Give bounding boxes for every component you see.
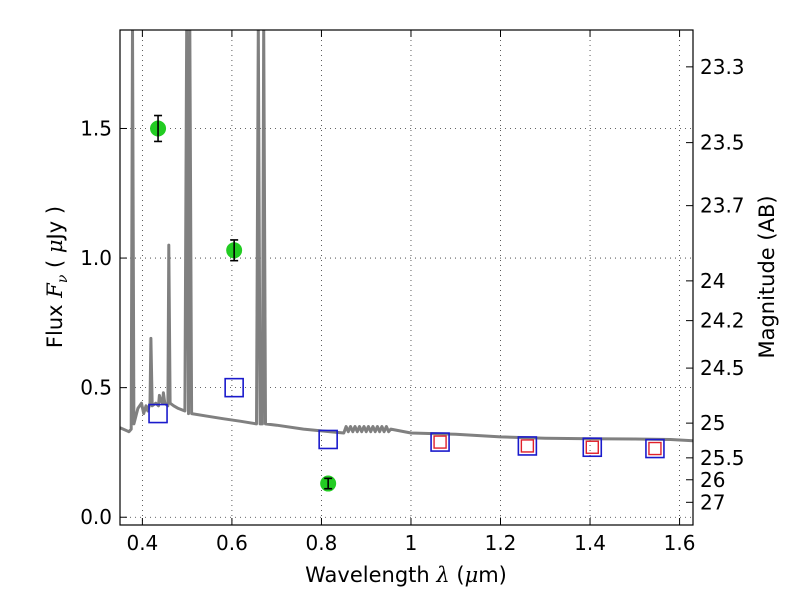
mag-tick-label: 27 [700, 490, 725, 514]
x-tick-label: 0.4 [126, 531, 158, 555]
model-flux-square [430, 432, 450, 452]
x-axis-label: Wavelength λ (μm) [305, 563, 507, 587]
mag-tick-label: 24 [700, 269, 725, 293]
x-tick-label: 0.6 [216, 531, 248, 555]
model-flux-square [645, 438, 665, 459]
observed-flux-square [648, 441, 662, 456]
mag-tick-label: 25 [700, 411, 725, 435]
observed-flux-square [520, 439, 535, 453]
mag-tick-label: 26 [700, 468, 725, 492]
x-tick-label: 1.4 [574, 531, 606, 555]
mag-tick-label: 23.3 [700, 55, 745, 79]
grid-lines [120, 30, 693, 525]
y-tick-label: 1.0 [80, 246, 112, 270]
observed-flux-square [433, 435, 447, 449]
mag-tick-label: 23.7 [700, 194, 745, 218]
x-tick-label: 1.2 [485, 531, 517, 555]
x-tick-label: 0.8 [306, 531, 338, 555]
mag-tick-label: 24.2 [700, 309, 745, 333]
x-tick-label: 1.6 [664, 531, 696, 555]
model-flux-square [148, 403, 168, 424]
model-spectrum-line [120, 30, 693, 443]
plot-background [120, 30, 693, 525]
model-flux-square [517, 436, 538, 456]
mag-tick-label: 25.5 [700, 446, 745, 470]
model-flux-square [224, 377, 244, 398]
plot-frame [119, 29, 694, 526]
model-flux-square [582, 437, 603, 458]
model-flux-square [318, 429, 338, 450]
y-tick-label: 1.5 [80, 116, 112, 140]
y-tick-label: 0.0 [80, 505, 112, 529]
observed-flux-square [585, 440, 599, 454]
y-axis-label: Flux Fν ( μJy ) [43, 206, 71, 348]
y-tick-label: 0.5 [80, 376, 112, 400]
mag-tick-label: 24.5 [700, 356, 745, 380]
y-axis-label-right: Magnitude (AB) [755, 195, 779, 358]
mag-tick-label: 23.5 [700, 131, 745, 155]
x-tick-label: 1 [405, 531, 418, 555]
